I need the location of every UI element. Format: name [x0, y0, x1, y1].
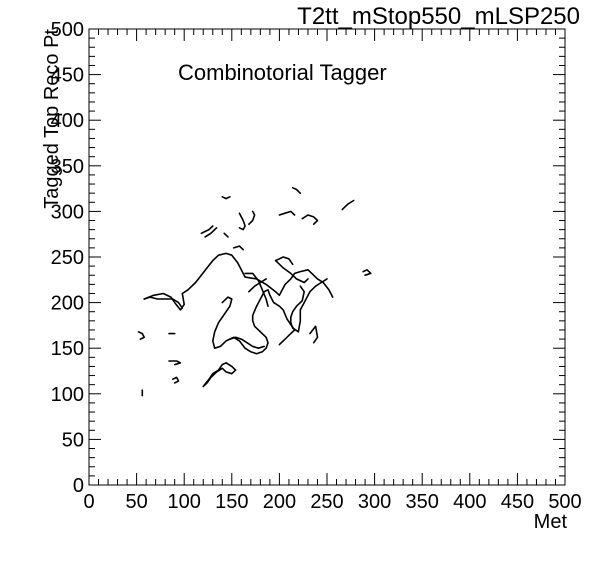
- contour-line: [229, 336, 265, 349]
- y-tick-label: 300: [51, 201, 84, 223]
- contour-line: [278, 210, 296, 216]
- contour-line: [202, 362, 237, 388]
- contour-line: [200, 225, 214, 235]
- x-tick-label: 450: [501, 491, 534, 513]
- x-tick-label: 250: [310, 491, 343, 513]
- contour-line: [248, 278, 267, 293]
- x-tick-label: 150: [215, 491, 248, 513]
- contour-line: [143, 296, 184, 309]
- x-tick-label: 350: [406, 491, 439, 513]
- y-tick-label: 200: [51, 293, 84, 315]
- plot-frame: [88, 28, 566, 486]
- y-tick-label: 150: [51, 338, 84, 360]
- x-tick-label: 100: [168, 491, 201, 513]
- x-tick-label: 300: [358, 491, 391, 513]
- contour-line: [341, 199, 355, 211]
- y-tick-label: 0: [73, 475, 84, 497]
- contour-lines: [137, 186, 372, 397]
- contour-line: [172, 376, 180, 384]
- contour-line: [244, 272, 269, 307]
- x-tick-label: 500: [548, 491, 581, 513]
- contour-line: [274, 256, 294, 266]
- contour-line: [238, 212, 246, 231]
- contour-line: [255, 289, 296, 346]
- contour-line: [290, 278, 328, 333]
- contour-line: [221, 196, 231, 200]
- x-tick-labels: 0 50 100 150 200 250 300 350 400 450 500: [83, 491, 581, 513]
- contour-line: [248, 210, 256, 225]
- contour-line: [309, 325, 319, 344]
- contour-line: [204, 227, 218, 238]
- y-tick-label: 500: [51, 19, 84, 41]
- x-tick-label: 200: [263, 491, 296, 513]
- contour-line: [291, 186, 302, 194]
- x-tick-label: 0: [83, 491, 94, 513]
- y-axis-title: Tagged Top Reco Pt: [41, 29, 63, 209]
- y-tick-label: 350: [51, 156, 84, 178]
- x-tick-label: 50: [125, 491, 147, 513]
- contour-line: [301, 214, 319, 225]
- y-tick-label: 400: [51, 110, 84, 132]
- y-tick-labels: 0 50 100 150 200 250 300 350 400 450 500: [51, 19, 84, 497]
- minor-ticks: [88, 28, 566, 486]
- x-axis-title: Met: [534, 511, 568, 533]
- chart-title: T2tt_mStop550_mLSP250: [297, 3, 580, 30]
- x-tick-label: 400: [453, 491, 486, 513]
- chart-annotation: Combinotorial Tagger: [178, 60, 387, 85]
- contour-line: [274, 259, 309, 284]
- contour-line: [223, 232, 229, 238]
- y-tick-label: 250: [51, 247, 84, 269]
- y-tick-label: 50: [62, 429, 84, 451]
- y-tick-label: 100: [51, 384, 84, 406]
- y-tick-label: 450: [51, 65, 84, 87]
- contour-line: [232, 245, 244, 251]
- contour-line: [212, 296, 269, 355]
- contour-line: [362, 269, 372, 276]
- contour-line: [137, 331, 145, 340]
- contour-line: [168, 360, 182, 366]
